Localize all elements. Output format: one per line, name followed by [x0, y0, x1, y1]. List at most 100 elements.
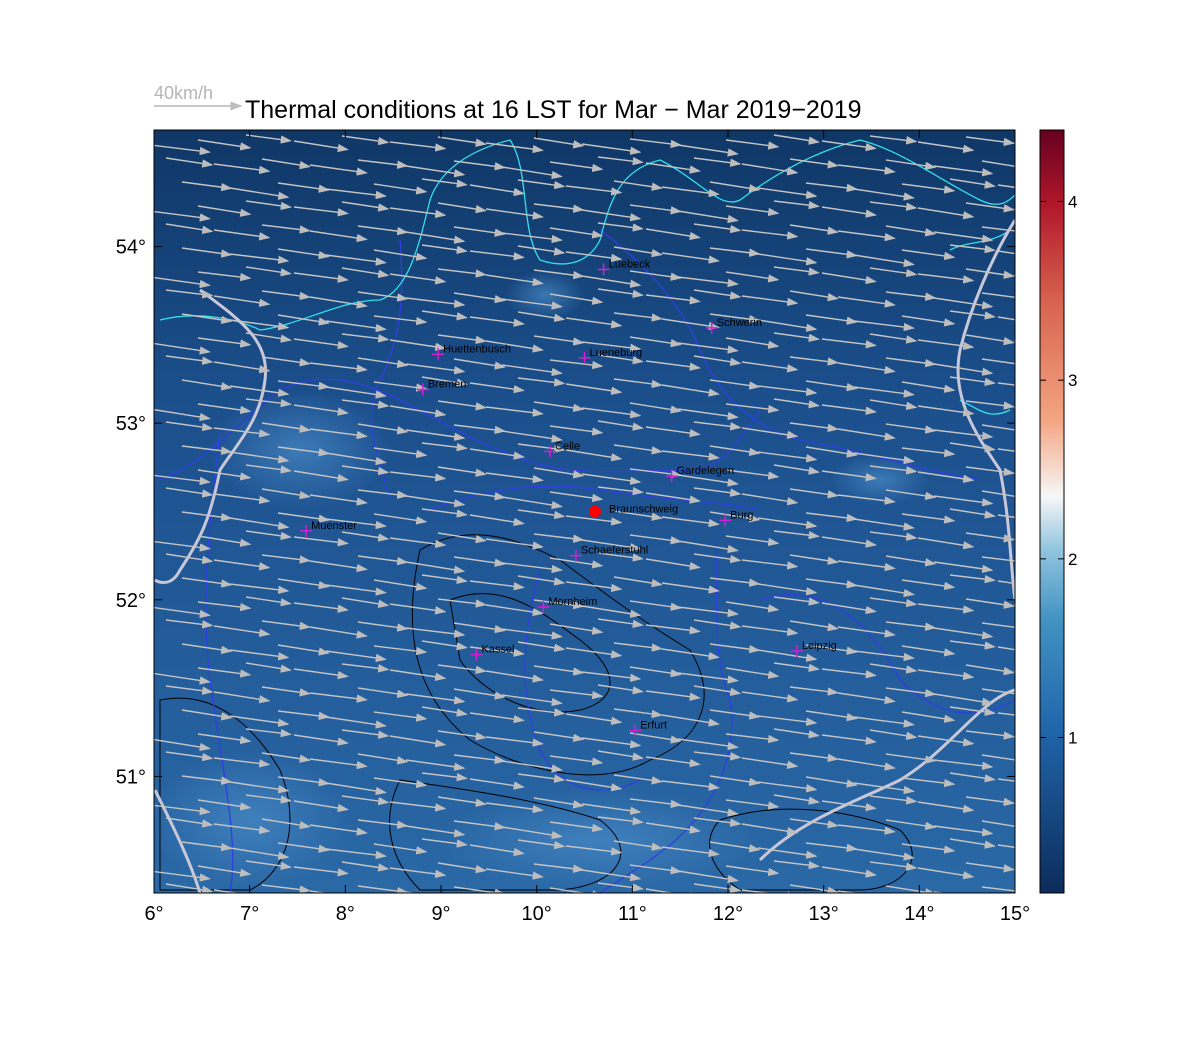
wind-arrow — [165, 751, 214, 762]
wind-arrow — [677, 408, 739, 421]
wind-arrow — [485, 802, 544, 814]
wind-arrow — [453, 358, 506, 370]
title: Thermal conditions at 16 LST for Mar − M… — [245, 96, 862, 124]
wind-arrow — [485, 670, 544, 683]
wind-arrow — [661, 582, 720, 594]
place-marker — [597, 263, 610, 276]
wind-arrow — [229, 253, 290, 264]
wind-arrow — [901, 843, 956, 854]
wind-arrow — [181, 313, 233, 325]
wind-arrow — [805, 446, 858, 458]
wind-arrow — [293, 536, 349, 547]
wind-arrow — [709, 511, 761, 523]
wind-arrow — [981, 886, 1015, 892]
wind-arrow — [245, 266, 292, 277]
wind-arrow — [805, 182, 858, 193]
wind-arrow — [645, 822, 701, 834]
wind-arrow — [357, 555, 409, 566]
place-marker — [719, 514, 732, 527]
wind-arrow — [597, 882, 644, 892]
wind-arrow — [469, 448, 525, 460]
wind-arrow — [517, 773, 566, 783]
wind-arrow — [533, 335, 585, 346]
wind-arrow — [357, 885, 409, 893]
place-label: Mornheim — [548, 596, 597, 608]
national-border — [154, 789, 202, 893]
wind-arrow — [805, 776, 858, 788]
wind-arrow — [709, 445, 761, 457]
wind-arrow — [437, 136, 487, 147]
wind-arrow — [629, 798, 682, 809]
wind-arrow — [565, 449, 623, 462]
wind-arrow — [501, 232, 563, 244]
contour — [411, 534, 705, 776]
wind-arrow — [677, 606, 739, 618]
wind-arrow — [693, 619, 742, 630]
wind-arrow — [181, 511, 233, 522]
wind-arrow — [581, 473, 642, 485]
wind-arrow — [549, 491, 604, 503]
wind-arrow — [789, 488, 839, 499]
wind-arrow — [821, 866, 877, 878]
wind-arrow — [341, 597, 390, 608]
contour — [159, 697, 291, 891]
wind-arrow — [869, 531, 918, 541]
wind-arrow — [757, 253, 818, 266]
wind-arrow — [533, 797, 585, 809]
wind-arrow — [661, 450, 720, 461]
wind-arrow — [997, 448, 1015, 452]
wind-arrow — [933, 165, 994, 177]
wind-arrow — [357, 819, 409, 829]
wind-arrow — [389, 207, 447, 219]
wind-arrow — [181, 379, 233, 391]
wind-arrow — [261, 158, 311, 170]
wind-arrow — [821, 668, 877, 679]
wind-arrow — [901, 777, 956, 788]
wind-arrow — [485, 406, 544, 417]
wind-arrow — [581, 671, 642, 682]
wind-arrow — [613, 642, 663, 652]
wind-arrow — [885, 423, 937, 434]
wind-arrow — [485, 868, 544, 880]
wind-arrow — [373, 315, 428, 326]
wind-arrow — [325, 518, 387, 530]
wind-arrow — [309, 362, 368, 373]
field-patch — [440, 790, 760, 890]
wind-arrow — [613, 378, 663, 389]
wind-arrow — [421, 244, 468, 255]
wind-arrow — [405, 363, 466, 375]
wind-arrow — [485, 340, 544, 353]
field-patch — [154, 750, 350, 890]
x-tick-label: 9° — [431, 903, 450, 925]
wind-arrow — [709, 709, 761, 720]
wind-arrow — [997, 382, 1015, 386]
wind-arrow — [853, 386, 915, 398]
wind-arrow — [197, 601, 252, 612]
wind-arrow — [581, 803, 642, 815]
wind-arrow — [917, 537, 975, 550]
wind-arrow — [629, 336, 682, 348]
wind-arrows — [154, 134, 1015, 893]
wind-arrow — [597, 222, 644, 232]
wind-arrow — [389, 141, 447, 152]
wind-arrow — [154, 276, 211, 289]
border — [524, 569, 641, 791]
wind-arrow — [165, 883, 214, 893]
y-tick-label: 54° — [116, 237, 146, 259]
colorbar-tick-label: 1 — [1068, 729, 1077, 748]
wind-arrow — [405, 561, 466, 574]
wind-arrow — [677, 540, 739, 554]
wind-arrow — [181, 709, 233, 721]
wind-arrow — [549, 227, 604, 239]
place-marker — [629, 724, 642, 737]
site-marker — [589, 505, 602, 518]
wind-arrow — [949, 442, 996, 453]
wind-arrow — [949, 376, 996, 387]
wind-arrow — [325, 584, 387, 596]
wind-arrow — [277, 842, 330, 853]
wind-arrow — [277, 380, 330, 391]
wind-arrow — [341, 333, 390, 343]
wind-arrow — [549, 887, 604, 893]
wind-arrow — [165, 355, 214, 365]
wind-arrow — [773, 530, 820, 540]
